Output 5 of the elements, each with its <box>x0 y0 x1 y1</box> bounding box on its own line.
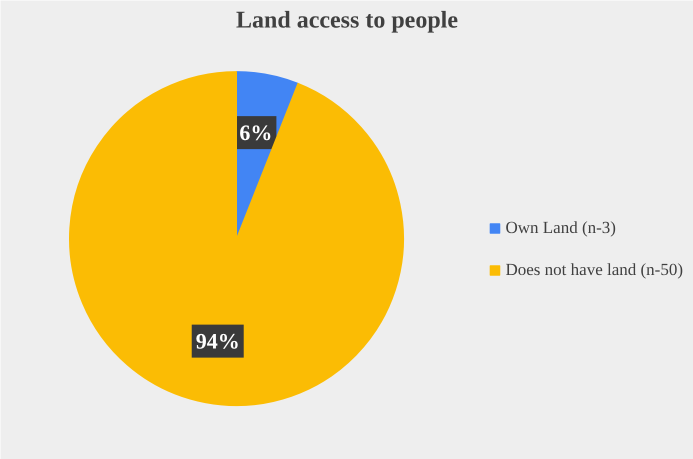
legend-label: Own Land (n-3) <box>505 218 616 238</box>
data-label: 94% <box>196 328 240 354</box>
chart-title: Land access to people <box>236 8 458 34</box>
legend-label: Does not have land (n-50) <box>505 260 683 280</box>
data-label: 6% <box>239 120 272 146</box>
